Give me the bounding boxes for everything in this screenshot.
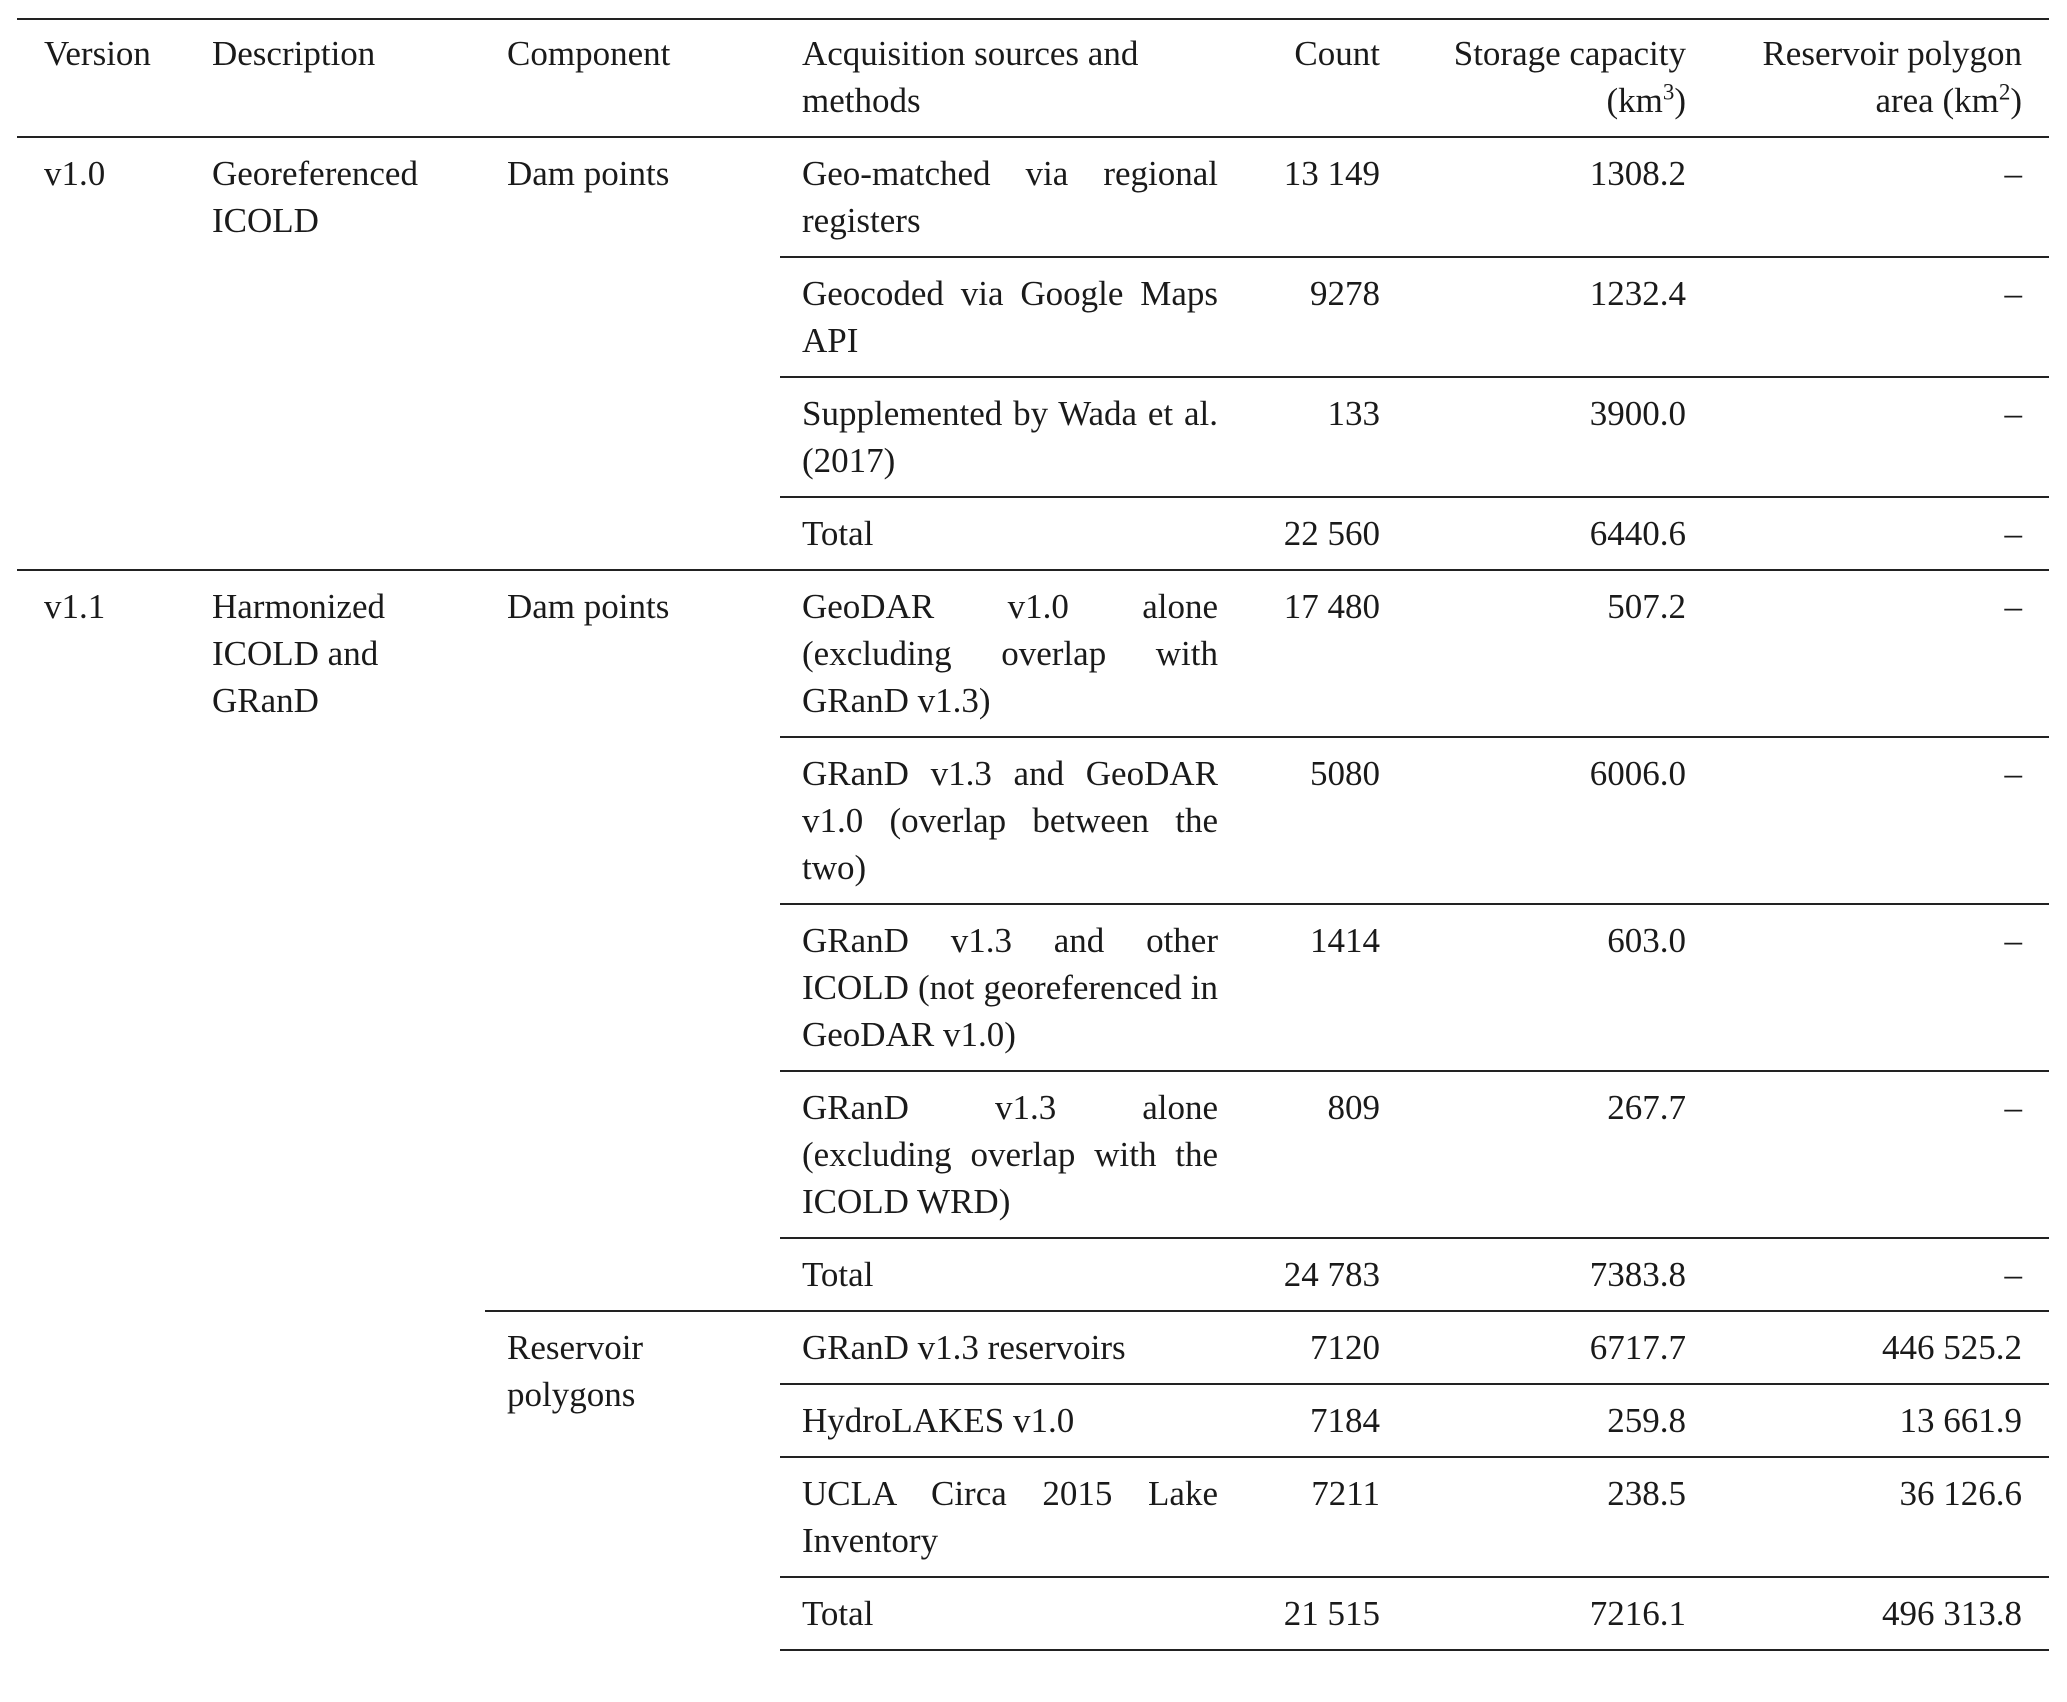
table-row: UCLA Circa 2015 Lake Inventory 7211 238.5 3… — [17, 1456, 2049, 1577]
count-cell: 22 560 — [1240, 496, 1400, 570]
table-body: v1.0 Georeferenced ICOLD Dam points Geo-mat… — [17, 136, 2049, 1651]
version-cell: v1.0 — [17, 136, 190, 570]
area-cell: – — [1706, 376, 2049, 497]
source-cell: HydroLAKES v1.0 — [780, 1383, 1240, 1457]
source-cell: GRanD v1.3 and other ICOLD (not georefer… — [780, 903, 1240, 1071]
header-cell: Storage capacity (km3) — [1400, 19, 1706, 137]
table-header: Version Description Component Acquisition s… — [17, 19, 2049, 137]
area-cell: 446 525.2 — [1706, 1310, 2049, 1384]
storage-cell: 259.8 — [1400, 1383, 1706, 1457]
header-text: Reservoir polygon area (km — [1762, 34, 2022, 120]
component-cell: Dam points — [485, 136, 780, 570]
count-cell: 13 149 — [1240, 136, 1400, 257]
header-row: Version Description Component Acquisition s… — [17, 19, 2049, 137]
source-cell: GRanD v1.3 reservoirs — [780, 1310, 1240, 1384]
count-cell: 133 — [1240, 376, 1400, 497]
count-cell: 7211 — [1240, 1456, 1400, 1577]
storage-cell: 238.5 — [1400, 1456, 1706, 1577]
header-cell: Acquisition sources and methods — [802, 34, 1139, 120]
description-cell: Harmonized ICOLD and GRanD — [190, 569, 485, 1650]
component-cell: Dam points — [485, 569, 780, 1311]
count-cell: 21 515 — [1240, 1576, 1400, 1651]
storage-cell: 603.0 — [1400, 903, 1706, 1071]
header-cell: Count — [1294, 34, 1380, 73]
count-cell: 5080 — [1240, 736, 1400, 904]
header-cell: Component — [507, 34, 671, 73]
table-row: Total 21 515 7216.1 496 313.8 — [17, 1576, 2049, 1651]
component-cell: Reservoir polygons — [485, 1310, 780, 1650]
storage-cell: 507.2 — [1400, 569, 1706, 737]
area-cell: 13 661.9 — [1706, 1383, 2049, 1457]
source-cell: Total — [780, 1237, 1240, 1311]
table-row: v1.1 Harmonized ICOLD and GRanD Dam points… — [17, 569, 2049, 1650]
area-cell: – — [1706, 1237, 2049, 1311]
storage-cell: 6440.6 — [1400, 496, 1706, 570]
table-row: GRanD v1.3 and GeoDAR v1.0 (overlap betw… — [17, 736, 2049, 904]
header-cell: Reservoir polygon area (km2) — [1706, 19, 2049, 137]
storage-cell: 3900.0 — [1400, 376, 1706, 497]
source-cell: Geocoded via Google Maps API — [780, 256, 1240, 377]
table-row: HydroLAKES v1.0 7184 259.8 13 661.9 — [17, 1383, 2049, 1457]
area-cell: – — [1706, 1070, 2049, 1238]
table-row: Supplemented by Wada et al. (2017) 133 390… — [17, 376, 2049, 497]
area-cell: – — [1706, 569, 2049, 737]
area-cell: 36 126.6 — [1706, 1456, 2049, 1577]
count-cell: 1414 — [1240, 903, 1400, 1071]
table-row: Reservoir polygons GRanD v1.3 reservoirs 7… — [17, 1310, 2049, 1650]
source-cell: Supplemented by Wada et al. (2017) — [780, 376, 1240, 497]
source-cell: GeoDAR v1.0 alone (excluding overlap wit… — [780, 569, 1240, 737]
table-row: GRanD v1.3 alone (excluding overlap with… — [17, 1070, 2049, 1238]
area-cell: – — [1706, 256, 2049, 377]
storage-cell: 6006.0 — [1400, 736, 1706, 904]
table-row: Geocoded via Google Maps API 9278 1232.4– — [17, 256, 2049, 377]
source-cell: Total — [780, 1576, 1240, 1651]
source-cell: Total — [780, 496, 1240, 570]
area-cell: – — [1706, 736, 2049, 904]
header-cell: Version — [44, 34, 151, 73]
table-row: Total 24 783 7383.8– — [17, 1237, 2049, 1311]
count-cell: 9278 — [1240, 256, 1400, 377]
count-cell: 7184 — [1240, 1383, 1400, 1457]
header-cell: Description — [212, 34, 376, 73]
header-text: 3 — [1662, 79, 1675, 105]
source-cell: UCLA Circa 2015 Lake Inventory — [780, 1456, 1240, 1577]
area-cell: – — [1706, 136, 2049, 257]
storage-cell: 267.7 — [1400, 1070, 1706, 1238]
storage-cell: 1232.4 — [1400, 256, 1706, 377]
header-text: 2 — [1998, 79, 2011, 105]
table-row: GRanD v1.3 and other ICOLD (not georefer… — [17, 903, 2049, 1071]
area-cell: – — [1706, 496, 2049, 570]
data-table: Version Description Component Acquisition s… — [17, 18, 2049, 1651]
source-cell: GRanD v1.3 alone (excluding overlap with… — [780, 1070, 1240, 1238]
table-row: Total 22 560 6440.6– — [17, 496, 2049, 570]
table-row: v1.0 Georeferenced ICOLD Dam points Geo-mat… — [17, 136, 2049, 570]
count-cell: 809 — [1240, 1070, 1400, 1238]
storage-cell: 6717.7 — [1400, 1310, 1706, 1384]
storage-cell: 1308.2 — [1400, 136, 1706, 257]
header-text: Storage capacity (km — [1453, 34, 1686, 120]
storage-cell: 7216.1 — [1400, 1576, 1706, 1651]
version-cell: v1.1 — [17, 569, 190, 1650]
area-cell: 496 313.8 — [1706, 1576, 2049, 1651]
source-cell: GRanD v1.3 and GeoDAR v1.0 (overlap betw… — [780, 736, 1240, 904]
storage-cell: 7383.8 — [1400, 1237, 1706, 1311]
source-cell: Geo-matched via regional registers — [780, 136, 1240, 257]
header-text: ) — [2010, 81, 2022, 120]
count-cell: 7120 — [1240, 1310, 1400, 1384]
area-cell: – — [1706, 903, 2049, 1071]
header-text: ) — [1674, 81, 1686, 120]
count-cell: 24 783 — [1240, 1237, 1400, 1311]
count-cell: 17 480 — [1240, 569, 1400, 737]
description-cell: Georeferenced ICOLD — [190, 136, 485, 570]
